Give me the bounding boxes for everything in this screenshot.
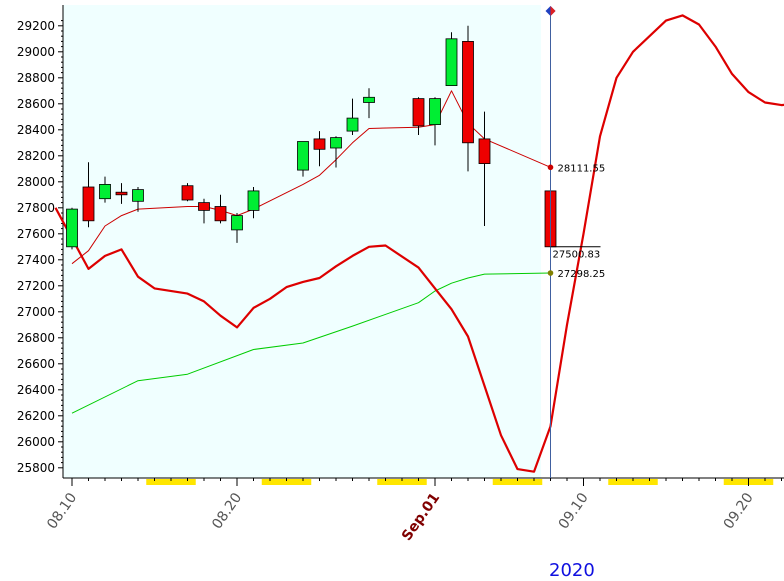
y-tick-label: 25800: [17, 461, 55, 475]
x-tick-label: 09.10: [556, 490, 592, 532]
candle: [445, 32, 458, 86]
candle-body: [82, 186, 95, 222]
series-line: [54, 14, 784, 473]
y-tick-label: 28200: [17, 149, 55, 163]
candle-body: [363, 96, 375, 103]
y-tick-label: 26000: [17, 435, 55, 449]
y-tick-label: 27600: [17, 227, 55, 241]
value-label: 27500.83: [553, 250, 601, 261]
year-label: 2020: [549, 560, 595, 581]
y-tick-label: 28800: [17, 71, 55, 85]
series-line: [71, 90, 551, 265]
weekend-highlight: [492, 479, 543, 485]
candle: [66, 207, 78, 250]
candle-body: [247, 190, 260, 211]
weekend-highlight: [608, 479, 658, 485]
candle-body: [297, 141, 309, 171]
plot-background: [63, 5, 541, 478]
candle: [297, 141, 309, 177]
candle: [99, 176, 111, 203]
y-tick-label: 26400: [17, 383, 55, 397]
candle: [214, 194, 227, 224]
x-tick-label: Sep.01: [399, 490, 443, 544]
candle-body: [115, 191, 128, 196]
value-label: 28111.55: [558, 163, 606, 174]
y-axis: 25800 26000 26200 26400 26600 26800 27000 27200…: [17, 5, 64, 478]
y-tick-label: 26800: [17, 331, 55, 345]
current-date-marker: [545, 6, 556, 478]
series-line: [71, 272, 551, 414]
x-tick-label: 08.10: [44, 490, 80, 532]
candle-body: [132, 189, 144, 202]
indicator-lines: [54, 14, 784, 473]
candle-body: [412, 98, 425, 127]
candle-body: [462, 41, 474, 144]
weekend-highlights: [146, 479, 774, 485]
candle: [132, 187, 144, 212]
weekend-highlight: [377, 479, 427, 485]
candle-body: [214, 206, 227, 222]
y-tick-label: 28000: [17, 175, 55, 189]
candle-body: [478, 138, 491, 164]
candle-body: [66, 208, 78, 248]
candle: [478, 111, 491, 226]
weekend-highlight: [146, 479, 196, 485]
candle: [231, 213, 243, 243]
candle: [82, 162, 95, 228]
candle: [462, 25, 474, 172]
candle-body: [231, 215, 243, 231]
y-tick-label: 29200: [17, 19, 55, 33]
candle: [115, 183, 128, 204]
value-labels: 28111.55 27500.83 27298.25: [547, 163, 606, 280]
y-tick-label: 27000: [17, 305, 55, 319]
y-tick-label: 28600: [17, 97, 55, 111]
candle-body: [313, 138, 326, 150]
candle: [247, 187, 260, 219]
candle: [330, 136, 342, 168]
candle-body: [330, 137, 342, 149]
value-dot: [547, 164, 554, 171]
y-tick-label: 26200: [17, 409, 55, 423]
candle: [346, 98, 359, 135]
y-tick-label: 28400: [17, 123, 55, 137]
candle: [429, 97, 441, 146]
candle-body: [429, 98, 441, 125]
candle-body: [445, 38, 458, 86]
candle: [181, 183, 194, 202]
y-tick-label: 27200: [17, 279, 55, 293]
x-axis: 08.10 08.20 Sep.01 09.10 09.20: [44, 477, 784, 544]
candle: [313, 131, 326, 167]
candles: [66, 25, 557, 250]
y-tick-label: 27400: [17, 253, 55, 267]
y-tick-label: 26600: [17, 357, 55, 371]
candle: [363, 88, 375, 119]
candle: [412, 97, 425, 135]
candle-body: [99, 183, 111, 200]
x-tick-label: 08.20: [209, 490, 245, 532]
candle: [198, 198, 210, 224]
candle-body: [181, 185, 194, 201]
value-label: 27298.25: [558, 269, 606, 280]
marker-diamond-right: [550, 6, 556, 16]
candle-body: [198, 202, 210, 211]
weekend-highlight: [261, 479, 312, 485]
candle-body: [346, 117, 359, 132]
y-tick-label: 27800: [17, 201, 55, 215]
value-dot: [547, 270, 554, 276]
x-tick-label: 09.20: [721, 490, 757, 532]
y-tick-label: 29000: [17, 45, 55, 59]
